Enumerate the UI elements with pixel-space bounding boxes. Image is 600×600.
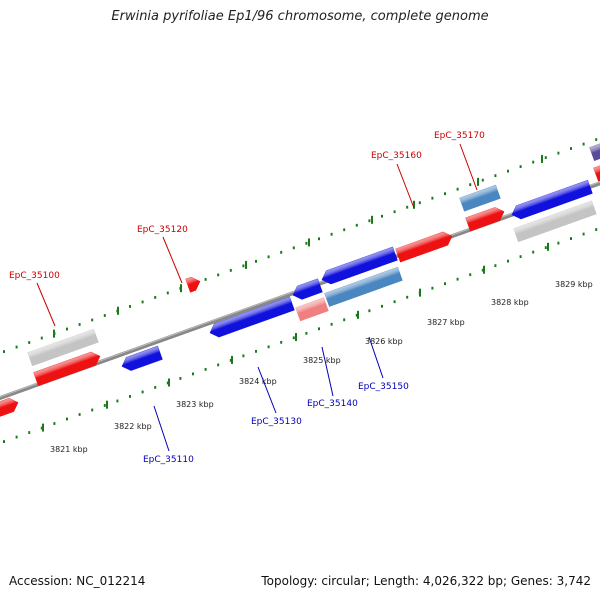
arrow-gloss bbox=[322, 246, 398, 284]
gene-arrow-epc35110 bbox=[121, 345, 163, 371]
arrow-gloss bbox=[27, 329, 99, 366]
arrow-gloss bbox=[589, 141, 600, 161]
gene-arrow-pink bbox=[295, 297, 329, 322]
arrow-gloss bbox=[465, 207, 504, 232]
kbp-label: 3828 kbp bbox=[491, 298, 529, 307]
arrow-gloss bbox=[122, 346, 163, 371]
arrow-gloss bbox=[185, 277, 200, 293]
arrow-gloss bbox=[210, 296, 295, 338]
gene-callout-line bbox=[321, 346, 334, 397]
gene-arrow-epc35120 bbox=[185, 276, 201, 293]
arrow-gloss bbox=[512, 180, 593, 219]
kbp-label: 3824 kbp bbox=[239, 377, 277, 386]
kbp-label: 3826 kbp bbox=[365, 337, 403, 346]
gene-arrow-red bbox=[0, 398, 19, 419]
kbp-label: 3829 kbp bbox=[555, 280, 593, 289]
gene-label: EpC_35140 bbox=[307, 399, 358, 409]
gene-label: EpC_35150 bbox=[358, 382, 409, 392]
gene-label: EpC_35170 bbox=[434, 131, 485, 141]
arrow-gloss bbox=[295, 297, 329, 321]
arrow-gloss bbox=[324, 267, 403, 307]
gene-arrow-epc35140 bbox=[292, 278, 323, 300]
lower-scale-track bbox=[3, 228, 598, 443]
arrow-gloss bbox=[0, 398, 19, 419]
arrow-gloss bbox=[513, 200, 597, 242]
genome-summary-text: Topology: circular; Length: 4,026,322 bp… bbox=[261, 574, 591, 588]
gene-callout-line bbox=[459, 143, 478, 191]
arrow-gloss bbox=[459, 185, 501, 212]
gene-arrow-grey-2 bbox=[513, 200, 597, 243]
arrow-gloss bbox=[395, 231, 453, 263]
gene-label: EpC_35110 bbox=[143, 455, 194, 465]
gene-arrow-epc35130 bbox=[209, 296, 295, 338]
gene-arrow-epc35170 bbox=[465, 207, 505, 232]
gene-callout-line bbox=[368, 336, 384, 379]
gene-callout-line bbox=[396, 163, 415, 209]
kbp-label: 3821 kbp bbox=[50, 445, 88, 454]
gene-arrow-blue bbox=[321, 246, 398, 285]
gene-callout-line bbox=[153, 405, 170, 452]
map-title: Erwinia pyrifoliae Ep1/96 chromosome, co… bbox=[111, 9, 489, 24]
gene-callout-line bbox=[257, 366, 277, 414]
gene-arrow-epc35100 bbox=[33, 351, 101, 387]
gene-arrow-steel bbox=[459, 184, 501, 212]
gene-callout-line bbox=[36, 282, 56, 327]
arrow-gloss bbox=[33, 351, 100, 386]
upper-scale-track bbox=[3, 138, 598, 353]
gene-arrow-red-edge bbox=[593, 165, 600, 182]
gene-arrow-epc35160 bbox=[395, 231, 453, 263]
gene-arrow-epc35150 bbox=[324, 266, 403, 307]
gene-label: EpC_35160 bbox=[371, 151, 422, 161]
accession-text: Accession: NC_012214 bbox=[9, 574, 146, 588]
kbp-label: 3825 kbp bbox=[303, 356, 341, 365]
gene-label: EpC_35100 bbox=[9, 271, 60, 281]
gene-arrow-blue-2 bbox=[511, 179, 593, 220]
arrow-gloss bbox=[293, 278, 323, 300]
gene-arrow-grey bbox=[27, 328, 99, 367]
kbp-label: 3827 kbp bbox=[427, 318, 465, 327]
gene-arrow-purple bbox=[589, 140, 600, 161]
arrow-gloss bbox=[593, 165, 600, 182]
gene-label: EpC_35120 bbox=[137, 225, 188, 235]
kbp-label: 3823 kbp bbox=[176, 400, 214, 409]
gene-callout-line bbox=[162, 236, 183, 284]
kbp-label: 3822 kbp bbox=[114, 422, 152, 431]
gene-label: EpC_35130 bbox=[251, 417, 302, 427]
